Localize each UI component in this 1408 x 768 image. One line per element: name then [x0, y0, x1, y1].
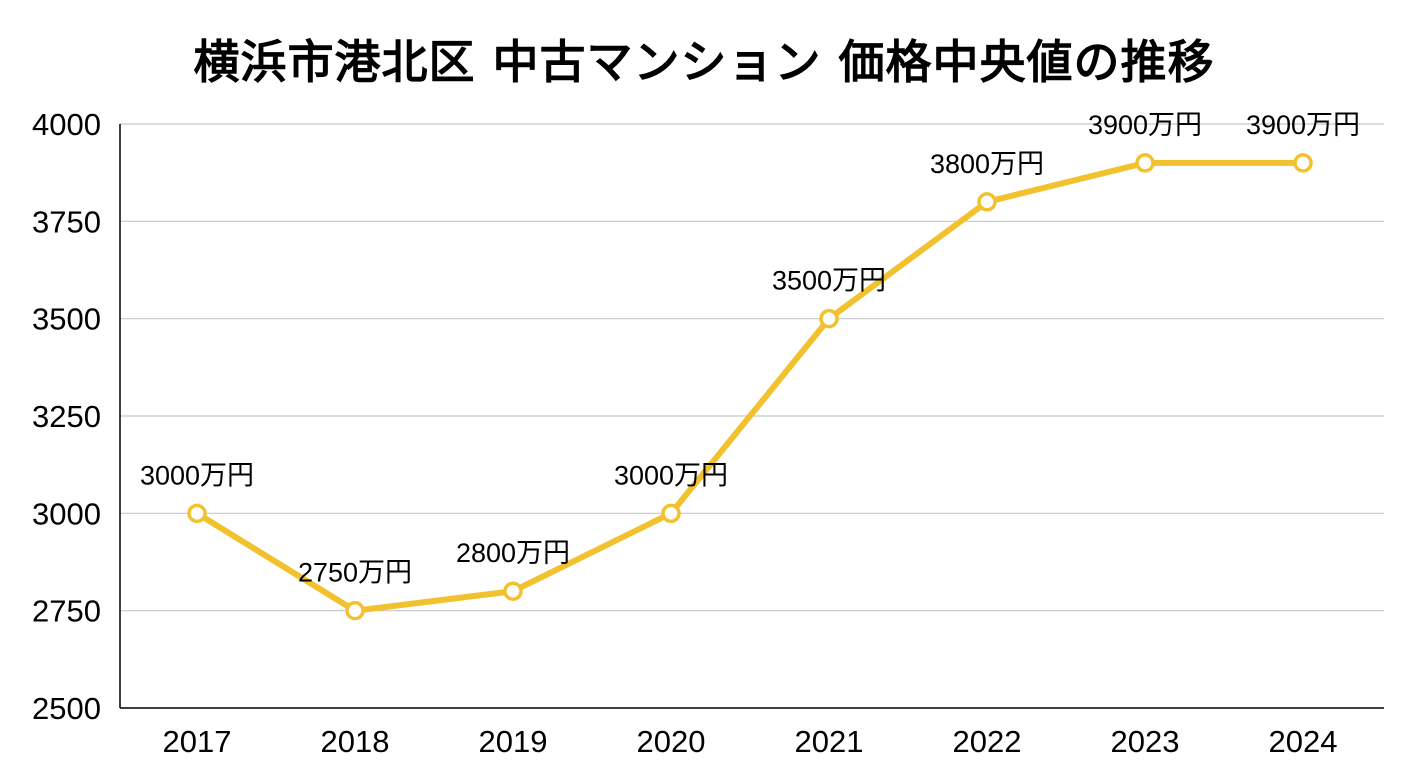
- data-point-2023: [1135, 153, 1155, 173]
- data-point-2021: [819, 308, 839, 329]
- y-tick-label: 4000: [32, 107, 101, 142]
- y-tick-label: 3000: [32, 496, 101, 531]
- axes: [119, 124, 1384, 709]
- y-tick-label: 3250: [32, 399, 101, 434]
- data-point-2022: [977, 192, 997, 212]
- x-tick-label: 2022: [953, 724, 1022, 759]
- data-label-2023: 3900万円: [1088, 110, 1202, 140]
- data-label-2024: 3900万円: [1246, 110, 1360, 140]
- x-tick-label: 2019: [479, 724, 548, 759]
- data-label-2017: 3000万円: [140, 460, 254, 490]
- data-label-2021: 3500万円: [772, 266, 886, 296]
- gridlines: [120, 123, 1384, 612]
- data-point-2020: [661, 503, 681, 524]
- series-line: [194, 159, 1306, 614]
- x-tick-label: 2017: [163, 724, 232, 759]
- series-line-group: [194, 159, 1306, 614]
- data-point-2018: [345, 600, 365, 621]
- data-point-2019: [503, 581, 523, 601]
- x-tick-label: 2024: [1269, 724, 1338, 759]
- data-labels: 3000万円 2750万円 2800万円 3000万円 3500万円 3800万円 3900…: [140, 110, 1360, 588]
- y-tick-label: 3500: [32, 302, 101, 337]
- y-tick-label: 2750: [32, 594, 101, 629]
- y-tick-label: 3750: [32, 204, 101, 239]
- y-tick-label: 2500: [32, 691, 101, 726]
- data-label-2022: 3800万円: [930, 149, 1044, 179]
- data-points: [187, 153, 1313, 621]
- x-tick-label: 2018: [321, 724, 390, 759]
- chart-title: 横浜市港北区 中古マンション 価格中央値の推移: [193, 35, 1215, 89]
- data-label-2019: 2800万円: [456, 538, 570, 568]
- x-tick-label: 2020: [637, 724, 706, 759]
- data-label-2018: 2750万円: [298, 558, 412, 588]
- data-point-2017: [187, 503, 207, 524]
- data-point-2024: [1293, 153, 1313, 173]
- y-tick-labels: 2500 2750 3000 3250 3500 3750 4000: [32, 107, 101, 726]
- x-tick-label: 2023: [1111, 724, 1180, 759]
- x-tick-label: 2021: [795, 724, 864, 759]
- data-label-2020: 3000万円: [614, 460, 728, 490]
- x-tick-labels: 2017 2018 2019 2020 2021 2022 2023 2024: [163, 724, 1338, 759]
